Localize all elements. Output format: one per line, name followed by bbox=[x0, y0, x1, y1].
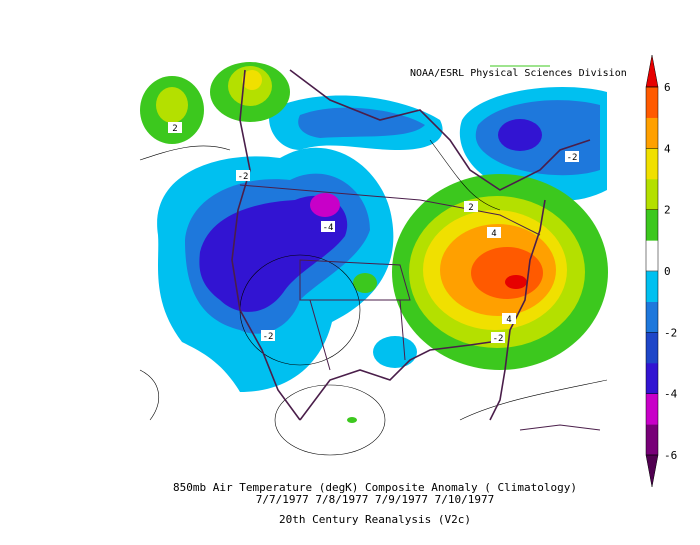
colorbar-bin bbox=[646, 271, 658, 302]
colorbar-tick-label: -6 bbox=[664, 449, 677, 462]
colorbar-tick-label: 0 bbox=[664, 265, 671, 278]
colorbar-low bbox=[645, 454, 659, 488]
credit: NOAA/ESRL Physical Sciences Division bbox=[410, 68, 627, 79]
contour-label: 2 bbox=[468, 203, 473, 213]
contour-label-bg bbox=[168, 122, 182, 133]
contour-label-bg bbox=[321, 221, 335, 232]
caption-line3: 20th Century Reanalysis (V2c) bbox=[279, 513, 471, 526]
colorbar-bin bbox=[646, 240, 658, 272]
contour-label-bg bbox=[464, 201, 478, 212]
colorbar-high bbox=[645, 54, 659, 88]
caption-line2: 7/7/1977 7/8/1977 7/9/1977 7/10/1977 bbox=[256, 493, 494, 506]
contour-label: -2 bbox=[493, 334, 504, 344]
contour-label: -2 bbox=[238, 172, 249, 182]
colorbar-tick-label: -2 bbox=[664, 326, 677, 339]
colorbar-bin bbox=[646, 301, 658, 333]
contour-label-bg bbox=[236, 170, 250, 181]
caption-line1: 850mb Air Temperature (degK) Composite A… bbox=[173, 481, 577, 494]
colorbar-tick-label: -4 bbox=[664, 388, 678, 401]
colorbar-tick-label: 4 bbox=[664, 142, 671, 155]
contour-label-bg bbox=[491, 332, 505, 343]
contour-label: 2 bbox=[172, 124, 177, 134]
contour-label-bg bbox=[487, 227, 501, 238]
contour-label: 4 bbox=[506, 315, 511, 325]
contour-label: -2 bbox=[263, 332, 274, 342]
colorbar-bin bbox=[646, 148, 658, 180]
contour-label: 4 bbox=[491, 229, 496, 239]
colorbar-bin bbox=[646, 424, 658, 456]
contour-label: -2 bbox=[567, 153, 578, 163]
colorbar-bin bbox=[646, 179, 658, 210]
colorbar-bin bbox=[646, 332, 658, 364]
map bbox=[139, 62, 608, 456]
colorbar-bin bbox=[646, 117, 658, 149]
contour-label-bg bbox=[565, 151, 579, 162]
colorbar-bin bbox=[646, 209, 658, 241]
colorbar-bin bbox=[646, 363, 658, 394]
colorbar-bin bbox=[646, 393, 658, 425]
colorbar-bin bbox=[646, 87, 658, 118]
contour-label-bg bbox=[261, 330, 275, 341]
colorbar-tick-label: 6 bbox=[664, 81, 671, 94]
colorbar-tick-label: 2 bbox=[664, 204, 671, 217]
contour-label-bg bbox=[502, 313, 516, 324]
contour-label: -4 bbox=[323, 223, 334, 233]
